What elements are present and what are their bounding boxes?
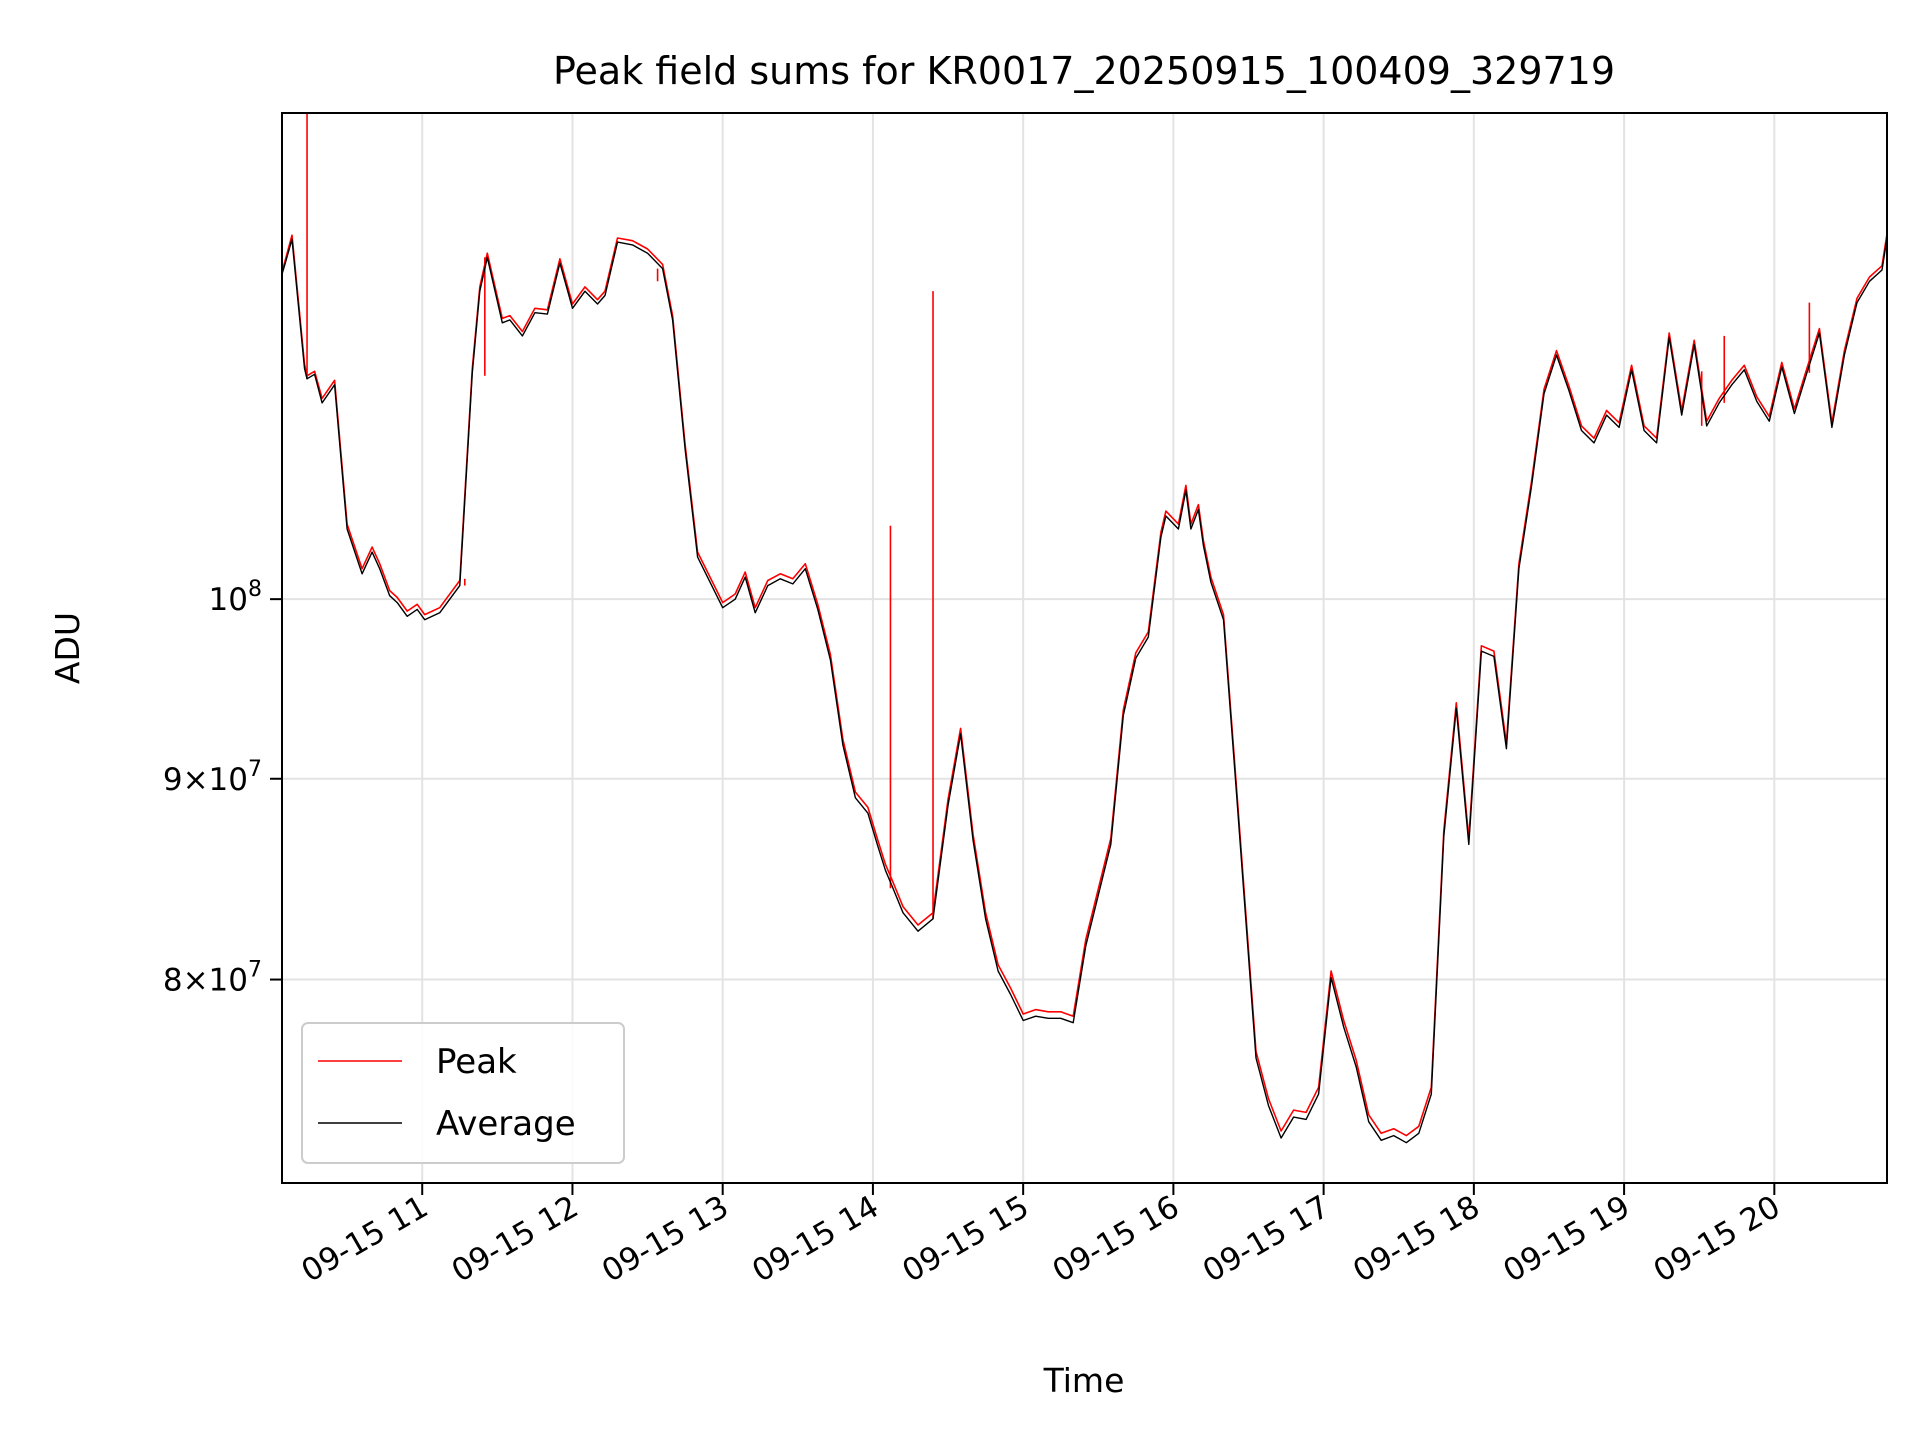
chart-title: Peak field sums for KR0017_20250915_1004… <box>553 49 1615 93</box>
y-tick-label-1: 9×107 <box>163 757 262 798</box>
grid <box>282 113 1887 1183</box>
legend-box <box>301 1022 625 1164</box>
y-axis: 108 9×107 8×107 <box>163 577 282 999</box>
series-line-average <box>281 237 1888 1144</box>
y-axis-label: ADU <box>48 612 87 684</box>
y-tick-label-0: 108 <box>209 577 262 618</box>
x-axis-label: Time <box>1043 1361 1125 1400</box>
legend-average-label: Average <box>436 1104 576 1144</box>
series-line-peak <box>281 233 1888 1137</box>
legend: Peak Average <box>301 1022 625 1164</box>
y-tick-label-2: 8×107 <box>163 958 262 999</box>
plot-frame <box>281 112 1888 1184</box>
plot-area <box>281 113 1888 1144</box>
legend-peak-label: Peak <box>436 1042 517 1082</box>
